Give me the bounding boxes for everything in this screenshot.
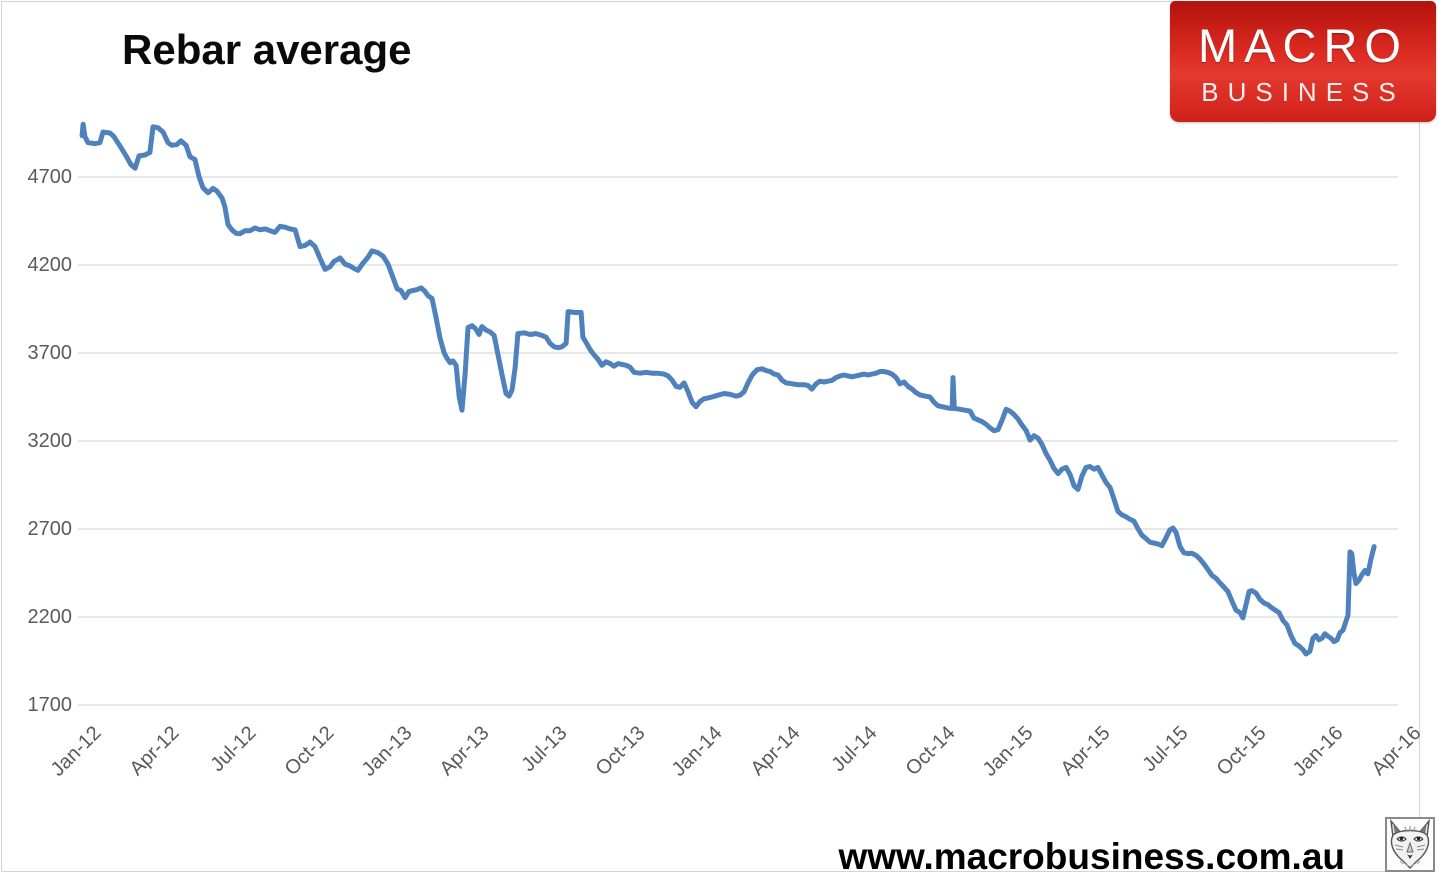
logo-text-macro: MACRO xyxy=(1198,19,1408,72)
y-axis-tick-label-1700: 1700 xyxy=(27,694,73,716)
y-axis-tick-label-2200: 2200 xyxy=(27,606,73,628)
logo-text-business: BUSINESS xyxy=(1201,77,1405,107)
y-axis-tick-label-2700: 2700 xyxy=(27,518,73,540)
y-axis-tick-label-3700: 3700 xyxy=(27,342,73,364)
wolf-icon xyxy=(1385,817,1435,872)
y-axis-tick-label-3200: 3200 xyxy=(27,430,73,452)
y-axis-tick-label-4200: 4200 xyxy=(27,254,73,276)
y-axis-tick-label-4700: 4700 xyxy=(27,166,73,188)
macrobusiness-logo: MACRO BUSINESS xyxy=(1170,1,1436,122)
rebar-price-line-series xyxy=(79,121,1377,657)
website-url-text: www.macrobusiness.com.au xyxy=(838,836,1345,874)
chart-title: Rebar average xyxy=(122,26,412,73)
gridlines xyxy=(78,176,1398,706)
